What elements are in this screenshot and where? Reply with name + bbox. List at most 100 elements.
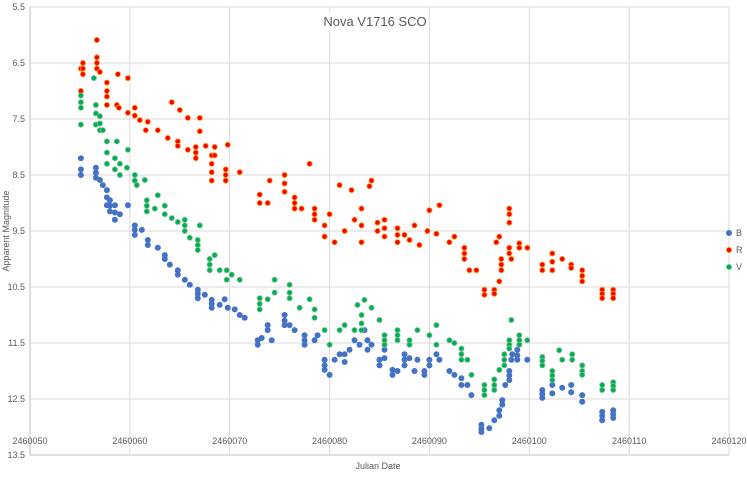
- data-point-V: [426, 332, 433, 339]
- data-point-R: [358, 205, 365, 212]
- data-point-B: [356, 341, 363, 348]
- data-point-R: [281, 171, 288, 178]
- data-point-R: [236, 169, 243, 176]
- y-tick-label: 12.5: [7, 394, 25, 404]
- data-point-B: [389, 371, 396, 378]
- data-point-R: [491, 290, 498, 297]
- data-point-V: [186, 234, 193, 241]
- data-point-V: [414, 327, 421, 334]
- data-point-V: [206, 261, 213, 268]
- data-point-R: [306, 160, 313, 167]
- x-tick-label: 2460110: [612, 436, 646, 446]
- data-point-V: [161, 211, 168, 218]
- data-point-V: [516, 341, 523, 348]
- data-point-B: [508, 356, 515, 363]
- data-point-V: [394, 327, 401, 334]
- data-point-V: [194, 236, 201, 243]
- data-point-V: [181, 222, 188, 229]
- data-point-R: [506, 205, 513, 212]
- data-point-V: [361, 296, 368, 303]
- data-point-V: [141, 176, 148, 183]
- data-point-R: [103, 102, 110, 109]
- data-point-R: [79, 71, 86, 78]
- data-point-B: [336, 351, 343, 358]
- data-point-B: [509, 351, 516, 358]
- data-point-R: [524, 244, 531, 251]
- data-point-R: [93, 60, 100, 67]
- data-point-B: [376, 362, 383, 369]
- x-tick-label: 2460070: [212, 436, 247, 446]
- data-point-V: [194, 241, 201, 248]
- data-point-R: [549, 267, 556, 274]
- legend-label-V: V: [736, 262, 742, 272]
- data-point-R: [348, 187, 355, 194]
- data-point-B: [389, 366, 396, 373]
- legend-marker-R: [726, 246, 733, 253]
- data-point-R: [93, 37, 100, 44]
- data-point-V: [491, 376, 498, 383]
- data-point-B: [451, 371, 458, 378]
- x-tick-label: 2460080: [312, 436, 347, 446]
- data-point-B: [314, 332, 321, 339]
- data-point-B: [106, 208, 113, 215]
- data-point-V: [569, 356, 576, 363]
- data-point-V: [111, 155, 118, 162]
- legend-label-R: R: [736, 245, 743, 255]
- data-point-R: [136, 117, 143, 124]
- data-point-B: [414, 356, 421, 363]
- data-point-V: [116, 160, 123, 167]
- data-point-V: [196, 222, 203, 229]
- data-point-V: [133, 182, 140, 189]
- data-point-R: [506, 250, 513, 257]
- data-point-B: [496, 412, 503, 419]
- data-point-V: [549, 376, 556, 383]
- data-point-R: [433, 230, 440, 237]
- data-point-V: [206, 255, 213, 262]
- data-point-V: [433, 341, 440, 348]
- data-point-V: [256, 300, 263, 307]
- data-point-R: [103, 93, 110, 100]
- data-point-B: [514, 346, 521, 353]
- data-point-R: [498, 261, 505, 268]
- data-point-V: [103, 138, 110, 145]
- data-point-R: [599, 295, 606, 302]
- data-point-V: [161, 202, 168, 209]
- chart-title: Nova V1716 SCO: [323, 14, 426, 29]
- data-point-B: [144, 241, 151, 248]
- data-point-B: [610, 414, 617, 421]
- data-point-B: [506, 376, 513, 383]
- data-point-B: [341, 358, 348, 365]
- data-point-R: [516, 244, 523, 251]
- data-point-V: [286, 295, 293, 302]
- data-point-B: [381, 346, 388, 353]
- data-point-B: [144, 236, 151, 243]
- data-point-B: [131, 231, 138, 238]
- data-point-V: [77, 99, 84, 106]
- data-point-B: [258, 334, 265, 341]
- data-point-R: [498, 255, 505, 262]
- data-point-B: [491, 417, 498, 424]
- data-point-R: [549, 250, 556, 257]
- data-point-B: [401, 351, 408, 358]
- data-point-R: [321, 233, 328, 240]
- x-tick-label: 2460100: [512, 436, 547, 446]
- data-point-B: [301, 332, 308, 339]
- data-point-B: [208, 304, 215, 311]
- data-point-R: [406, 236, 413, 243]
- data-point-B: [468, 392, 475, 399]
- data-point-B: [514, 356, 521, 363]
- data-point-R: [351, 216, 358, 223]
- data-point-R: [281, 188, 288, 195]
- data-point-B: [241, 314, 248, 321]
- y-tick-label: 11.5: [8, 338, 25, 348]
- data-point-V: [446, 337, 453, 344]
- data-point-R: [256, 191, 263, 198]
- data-point-R: [196, 128, 203, 135]
- data-point-R: [196, 114, 203, 121]
- data-point-V: [579, 371, 586, 378]
- data-point-B: [311, 337, 318, 344]
- data-point-V: [569, 351, 576, 358]
- data-point-V: [321, 327, 328, 334]
- data-point-B: [92, 169, 99, 176]
- data-point-V: [599, 386, 606, 393]
